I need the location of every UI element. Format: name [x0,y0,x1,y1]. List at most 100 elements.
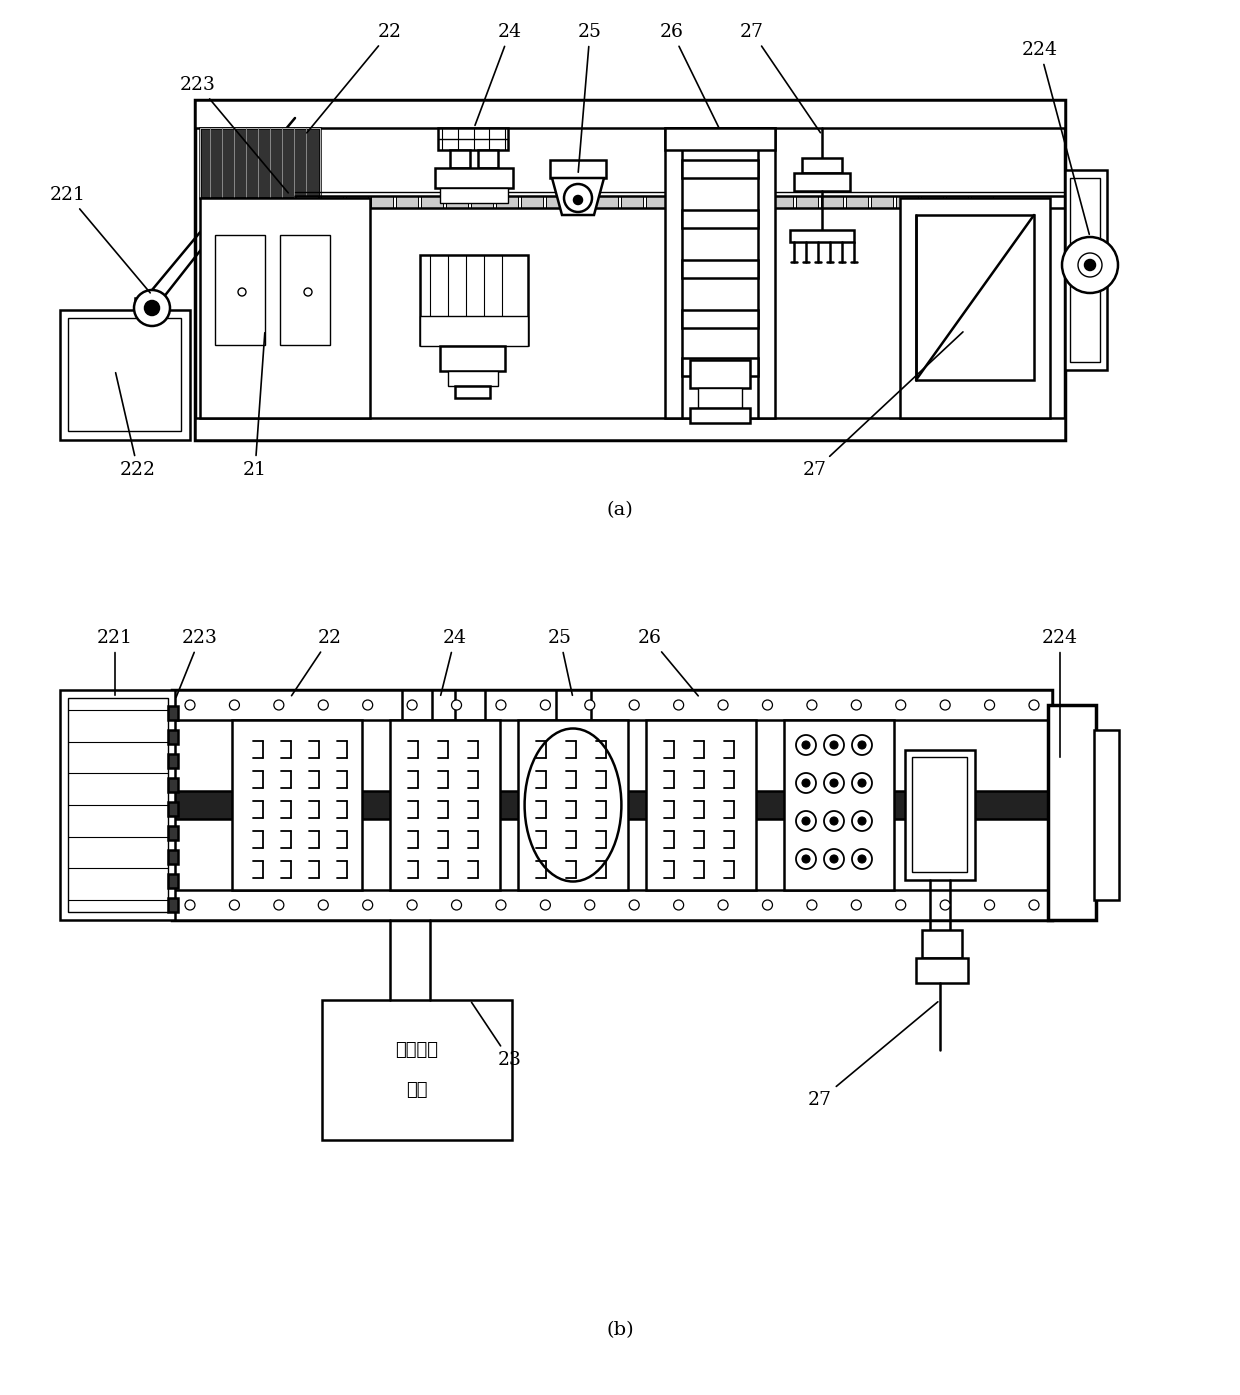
Bar [167,778,179,792]
Circle shape [802,778,810,787]
Bar [720,197,743,208]
Circle shape [763,700,773,710]
Text: 221: 221 [50,186,150,293]
Circle shape [796,810,816,831]
Circle shape [718,900,728,910]
Circle shape [564,184,591,212]
Circle shape [585,700,595,710]
Bar [195,100,1065,439]
Circle shape [802,741,810,749]
Circle shape [825,773,844,792]
Bar [455,691,485,720]
Bar [195,100,1065,128]
Bar [821,197,843,208]
Circle shape [238,287,246,296]
Circle shape [985,700,994,710]
Text: 221: 221 [97,629,133,695]
Bar [551,160,606,179]
Circle shape [185,900,195,910]
Circle shape [858,817,866,824]
Circle shape [763,900,773,910]
Bar [167,802,179,816]
Bar [167,730,179,744]
Text: 223: 223 [180,75,288,193]
Bar [689,407,750,423]
Circle shape [185,700,195,710]
Circle shape [1078,252,1102,278]
Circle shape [830,817,838,824]
Bar [195,418,1065,439]
Text: 224: 224 [1042,629,1078,757]
Bar [321,197,343,208]
Bar [438,128,508,151]
Circle shape [407,700,417,710]
Bar [900,198,1050,418]
Circle shape [496,900,506,910]
Bar [682,160,758,179]
Bar [846,197,868,208]
Bar [167,875,179,889]
Bar [665,128,775,418]
Bar [215,234,265,345]
Bar [646,720,756,890]
Circle shape [629,700,639,710]
Bar [60,310,190,439]
Bar [621,197,644,208]
Text: 22: 22 [306,22,402,133]
Bar [698,388,742,407]
Circle shape [852,735,872,755]
Bar [477,151,498,167]
Circle shape [1085,259,1095,271]
Bar [923,930,962,958]
Bar [911,757,967,872]
Circle shape [802,855,810,864]
Bar [796,197,818,208]
Bar [521,197,543,208]
Text: 26: 26 [639,629,698,696]
Bar [391,720,500,890]
Circle shape [985,900,994,910]
Circle shape [796,773,816,792]
Circle shape [858,778,866,787]
Bar [1094,730,1118,900]
Circle shape [858,855,866,864]
Bar [646,197,668,208]
Circle shape [852,850,872,869]
Circle shape [362,700,373,710]
Circle shape [319,900,329,910]
Bar [916,958,968,983]
Circle shape [673,700,683,710]
Bar [200,128,320,198]
Circle shape [451,700,461,710]
Bar [396,197,418,208]
Bar [496,197,518,208]
Bar [371,197,393,208]
Bar [200,198,370,418]
Text: 26: 26 [660,22,719,127]
Bar [420,317,528,346]
Text: 牙模装卸: 牙模装卸 [396,1041,439,1059]
Bar [802,158,842,173]
Circle shape [585,900,595,910]
Text: 22: 22 [291,629,342,696]
Circle shape [407,900,417,910]
Bar [440,346,505,371]
Circle shape [825,810,844,831]
Bar [771,197,794,208]
Circle shape [802,817,810,824]
Circle shape [830,855,838,864]
Bar [172,691,1052,919]
Circle shape [451,900,461,910]
Bar [422,197,443,208]
Bar [172,791,1052,819]
Bar [596,197,618,208]
Circle shape [830,741,838,749]
Circle shape [629,900,639,910]
Text: 23: 23 [471,1003,522,1069]
Bar [471,197,494,208]
Bar [682,259,758,278]
Bar [570,197,593,208]
Text: 24: 24 [475,22,522,126]
Circle shape [574,197,582,204]
Bar [1048,704,1096,919]
